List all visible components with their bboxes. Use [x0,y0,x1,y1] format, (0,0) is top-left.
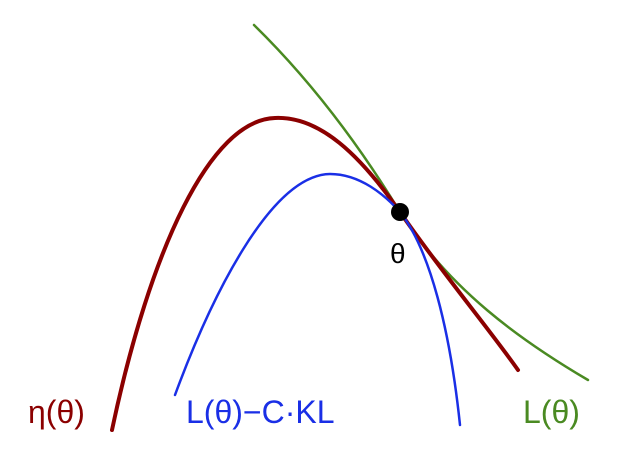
label-L: L(θ) [523,394,580,430]
label-surrogate: L(θ)−C·KL [186,394,335,430]
curve-surrogate [173,172,462,427]
point-label: θ [390,238,406,269]
curve-eta [110,115,520,432]
label-eta: η(θ) [28,394,85,430]
tangent-point [391,203,409,221]
curve-L [252,23,590,382]
